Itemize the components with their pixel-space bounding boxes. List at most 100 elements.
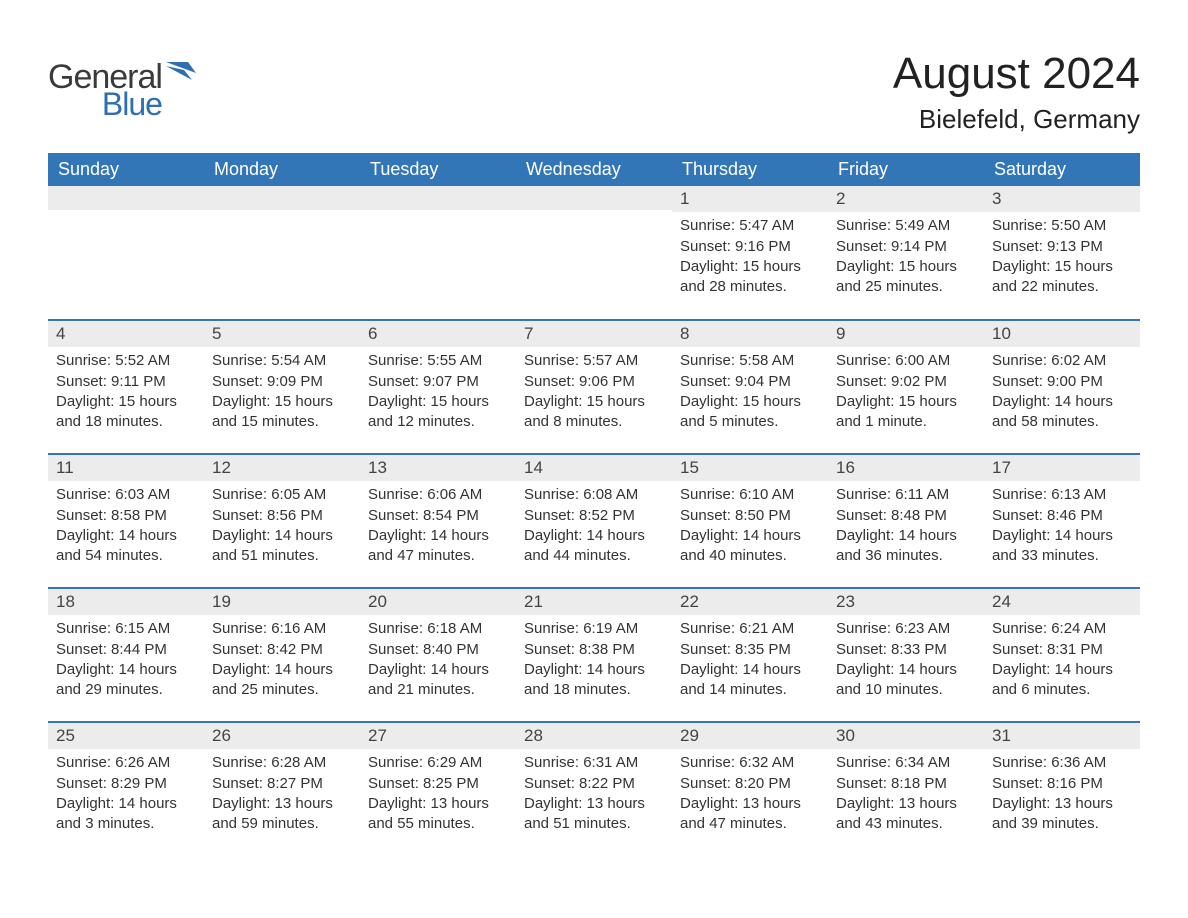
calendar-week-row: 4Sunrise: 5:52 AMSunset: 9:11 PMDaylight… [48,320,1140,454]
day-details: Sunrise: 5:52 AMSunset: 9:11 PMDaylight:… [48,347,204,440]
calendar-day-cell [360,186,516,320]
day-number: 12 [204,455,360,481]
logo: General Blue [48,50,196,120]
sunset-text: Sunset: 9:02 PM [836,372,976,392]
day-number: 28 [516,723,672,749]
sunrise-text: Sunrise: 6:36 AM [992,753,1132,773]
day-number: 29 [672,723,828,749]
calendar-day-cell: 16Sunrise: 6:11 AMSunset: 8:48 PMDayligh… [828,454,984,588]
sunrise-text: Sunrise: 6:02 AM [992,351,1132,371]
sunset-text: Sunset: 9:09 PM [212,372,352,392]
day-number: 7 [516,321,672,347]
sunset-text: Sunset: 8:16 PM [992,774,1132,794]
day-number: 3 [984,186,1140,212]
daylight-text: Daylight: 15 hours and 12 minutes. [368,392,508,433]
sunset-text: Sunset: 8:29 PM [56,774,196,794]
daylight-text: Daylight: 14 hours and 33 minutes. [992,526,1132,567]
daylight-text: Daylight: 15 hours and 18 minutes. [56,392,196,433]
day-details: Sunrise: 6:08 AMSunset: 8:52 PMDaylight:… [516,481,672,574]
month-title: August 2024 [893,50,1140,98]
day-details [360,210,516,222]
daylight-text: Daylight: 14 hours and 6 minutes. [992,660,1132,701]
day-details [204,210,360,222]
calendar-day-cell: 30Sunrise: 6:34 AMSunset: 8:18 PMDayligh… [828,722,984,856]
day-number: 6 [360,321,516,347]
sunrise-text: Sunrise: 6:05 AM [212,485,352,505]
daylight-text: Daylight: 13 hours and 51 minutes. [524,794,664,835]
daylight-text: Daylight: 14 hours and 36 minutes. [836,526,976,567]
daylight-text: Daylight: 14 hours and 40 minutes. [680,526,820,567]
day-details: Sunrise: 5:57 AMSunset: 9:06 PMDaylight:… [516,347,672,440]
calendar-table: Sunday Monday Tuesday Wednesday Thursday… [48,153,1140,856]
sunset-text: Sunset: 9:00 PM [992,372,1132,392]
sunrise-text: Sunrise: 6:13 AM [992,485,1132,505]
day-number: 5 [204,321,360,347]
daylight-text: Daylight: 14 hours and 21 minutes. [368,660,508,701]
day-number: 9 [828,321,984,347]
calendar-day-cell [204,186,360,320]
calendar-page: General Blue August 2024 Bielefeld, Germ… [0,0,1188,896]
weekday-header: Wednesday [516,153,672,186]
daylight-text: Daylight: 15 hours and 1 minute. [836,392,976,433]
daylight-text: Daylight: 13 hours and 39 minutes. [992,794,1132,835]
calendar-day-cell: 9Sunrise: 6:00 AMSunset: 9:02 PMDaylight… [828,320,984,454]
day-number: 19 [204,589,360,615]
calendar-day-cell: 11Sunrise: 6:03 AMSunset: 8:58 PMDayligh… [48,454,204,588]
daylight-text: Daylight: 15 hours and 8 minutes. [524,392,664,433]
day-details: Sunrise: 5:49 AMSunset: 9:14 PMDaylight:… [828,212,984,305]
day-details: Sunrise: 6:15 AMSunset: 8:44 PMDaylight:… [48,615,204,708]
daylight-text: Daylight: 14 hours and 10 minutes. [836,660,976,701]
weekday-header: Thursday [672,153,828,186]
sunrise-text: Sunrise: 5:57 AM [524,351,664,371]
daylight-text: Daylight: 14 hours and 18 minutes. [524,660,664,701]
day-number: 18 [48,589,204,615]
day-number: 31 [984,723,1140,749]
day-number: 11 [48,455,204,481]
day-details: Sunrise: 6:02 AMSunset: 9:00 PMDaylight:… [984,347,1140,440]
calendar-day-cell: 19Sunrise: 6:16 AMSunset: 8:42 PMDayligh… [204,588,360,722]
day-details: Sunrise: 6:11 AMSunset: 8:48 PMDaylight:… [828,481,984,574]
page-header: General Blue August 2024 Bielefeld, Germ… [48,50,1140,135]
sunset-text: Sunset: 9:06 PM [524,372,664,392]
sunset-text: Sunset: 8:25 PM [368,774,508,794]
sunrise-text: Sunrise: 5:50 AM [992,216,1132,236]
day-details [48,210,204,222]
sunrise-text: Sunrise: 6:18 AM [368,619,508,639]
sunrise-text: Sunrise: 6:31 AM [524,753,664,773]
sunrise-text: Sunrise: 6:24 AM [992,619,1132,639]
sunset-text: Sunset: 9:07 PM [368,372,508,392]
day-details: Sunrise: 6:21 AMSunset: 8:35 PMDaylight:… [672,615,828,708]
daylight-text: Daylight: 14 hours and 51 minutes. [212,526,352,567]
calendar-day-cell: 8Sunrise: 5:58 AMSunset: 9:04 PMDaylight… [672,320,828,454]
calendar-day-cell: 27Sunrise: 6:29 AMSunset: 8:25 PMDayligh… [360,722,516,856]
day-details: Sunrise: 6:16 AMSunset: 8:42 PMDaylight:… [204,615,360,708]
day-details: Sunrise: 6:13 AMSunset: 8:46 PMDaylight:… [984,481,1140,574]
daylight-text: Daylight: 14 hours and 29 minutes. [56,660,196,701]
sunset-text: Sunset: 8:22 PM [524,774,664,794]
weekday-header-row: Sunday Monday Tuesday Wednesday Thursday… [48,153,1140,186]
daylight-text: Daylight: 15 hours and 25 minutes. [836,257,976,298]
calendar-day-cell: 2Sunrise: 5:49 AMSunset: 9:14 PMDaylight… [828,186,984,320]
sunset-text: Sunset: 8:48 PM [836,506,976,526]
sunset-text: Sunset: 9:13 PM [992,237,1132,257]
day-number [516,186,672,210]
sunrise-text: Sunrise: 6:29 AM [368,753,508,773]
day-number: 8 [672,321,828,347]
day-number: 13 [360,455,516,481]
calendar-day-cell: 10Sunrise: 6:02 AMSunset: 9:00 PMDayligh… [984,320,1140,454]
day-details: Sunrise: 6:03 AMSunset: 8:58 PMDaylight:… [48,481,204,574]
sunrise-text: Sunrise: 6:19 AM [524,619,664,639]
day-details: Sunrise: 6:06 AMSunset: 8:54 PMDaylight:… [360,481,516,574]
day-details: Sunrise: 6:05 AMSunset: 8:56 PMDaylight:… [204,481,360,574]
weekday-header: Sunday [48,153,204,186]
sunrise-text: Sunrise: 6:10 AM [680,485,820,505]
calendar-day-cell: 4Sunrise: 5:52 AMSunset: 9:11 PMDaylight… [48,320,204,454]
calendar-day-cell: 5Sunrise: 5:54 AMSunset: 9:09 PMDaylight… [204,320,360,454]
day-details: Sunrise: 6:29 AMSunset: 8:25 PMDaylight:… [360,749,516,842]
day-number: 14 [516,455,672,481]
day-number: 26 [204,723,360,749]
day-number: 21 [516,589,672,615]
day-details: Sunrise: 6:28 AMSunset: 8:27 PMDaylight:… [204,749,360,842]
calendar-day-cell: 22Sunrise: 6:21 AMSunset: 8:35 PMDayligh… [672,588,828,722]
sunrise-text: Sunrise: 6:08 AM [524,485,664,505]
